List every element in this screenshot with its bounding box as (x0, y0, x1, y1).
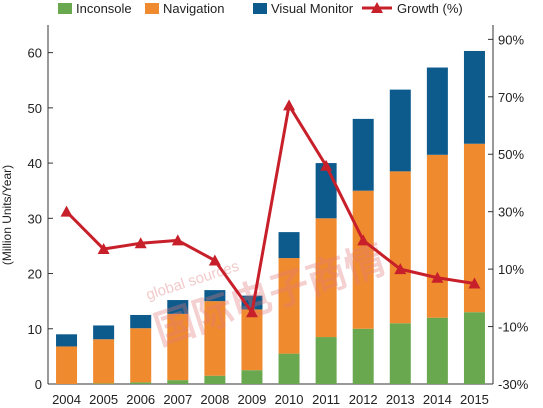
x-tick-label: 2007 (163, 392, 192, 407)
legend-swatch-visual-monitor (253, 3, 267, 14)
growth-point (283, 99, 296, 111)
bar-inconsole (204, 375, 226, 384)
growth-line-path (65, 103, 475, 314)
growth-point (431, 271, 444, 283)
bar-inconsole (463, 312, 485, 384)
legend-label: Inconsole (76, 1, 132, 16)
growth-point (245, 306, 258, 318)
legend-label: Visual Monitor (271, 1, 354, 16)
y-tick-label: 30 (28, 211, 42, 226)
legend-swatch-growth-marker (371, 2, 383, 13)
bar-navigation (426, 154, 448, 318)
bars (56, 50, 485, 384)
bar-inconsole (130, 382, 152, 384)
x-tick-label: 2006 (126, 392, 155, 407)
x-tick-label: 2011 (312, 392, 340, 407)
bar-navigation (93, 339, 115, 384)
bar-visual-monitor (389, 89, 411, 172)
x-tick-label: 2009 (237, 392, 266, 407)
bar-visual-monitor (204, 290, 226, 302)
y-tick-label: 0 (35, 377, 42, 392)
growth-point (134, 237, 147, 249)
bar-visual-monitor (278, 232, 300, 259)
bar-navigation (389, 171, 411, 324)
bar-inconsole (278, 353, 300, 384)
bar-visual-monitor (315, 163, 337, 219)
bar-inconsole (352, 328, 374, 384)
bar-navigation (278, 258, 300, 354)
bar-navigation (167, 313, 189, 381)
x-tick-label: 2015 (460, 392, 489, 407)
y2-tick-label: 30% (498, 205, 524, 220)
growth-point (208, 254, 221, 266)
growth-point (320, 159, 333, 171)
bar-navigation (130, 328, 152, 383)
legend-swatch-inconsole (58, 3, 72, 14)
growth-point (60, 205, 73, 217)
x-tick-label: 2013 (386, 392, 415, 407)
y-axis-title: (Million Units/Year) (0, 165, 14, 265)
bar-visual-monitor (426, 67, 448, 155)
x-tick-label: 2010 (275, 392, 304, 407)
y-tick-label: 20 (28, 267, 42, 282)
x-tick-label: 2012 (349, 392, 378, 407)
bar-visual-monitor (130, 314, 152, 329)
y2-tick-label: 70% (498, 90, 524, 105)
y2-tick-label: 50% (498, 147, 524, 162)
bar-inconsole (241, 370, 263, 384)
legend-label: Navigation (163, 1, 224, 16)
legend-label: Growth (%) (397, 1, 463, 16)
bar-visual-monitor (56, 334, 78, 347)
bar-navigation (315, 218, 337, 338)
bar-navigation (352, 190, 374, 329)
bar-visual-monitor (463, 50, 485, 144)
x-tick-label: 2014 (423, 392, 452, 407)
bar-inconsole (315, 337, 337, 384)
y2-tick-label: -10% (498, 320, 529, 335)
x-tick-label: 2004 (52, 392, 81, 407)
bar-visual-monitor (352, 118, 374, 191)
x-tick-label: 2008 (200, 392, 229, 407)
legend-swatch-navigation (145, 3, 159, 14)
growth-point (357, 234, 370, 246)
growth-point (394, 263, 407, 275)
bar-navigation (56, 346, 78, 384)
y2-tick-label: 90% (498, 32, 524, 47)
growth-point (468, 277, 481, 289)
growth-point (171, 234, 184, 246)
growth-line (60, 99, 481, 318)
bar-visual-monitor (93, 325, 115, 340)
axes: 0 10 20 30 40 50 60 -30% -10% 10% 30% 50% 70% 90% 2004… (28, 25, 529, 407)
bar-inconsole (93, 383, 115, 384)
bar-visual-monitor (167, 300, 189, 314)
bar-inconsole (389, 323, 411, 384)
x-tick-label: 2005 (89, 392, 118, 407)
y-tick-label: 60 (28, 46, 42, 61)
bar-navigation (241, 309, 263, 371)
y2-tick-label: 10% (498, 262, 524, 277)
growth-point (97, 243, 110, 255)
bar-navigation (463, 143, 485, 313)
bar-inconsole (167, 380, 189, 384)
y-tick-label: 40 (28, 156, 42, 171)
y2-tick-label: -30% (498, 377, 529, 392)
bar-inconsole (426, 317, 448, 384)
y-tick-label: 10 (28, 322, 42, 337)
legend: Inconsole Navigation Visual Monitor Growth … (58, 1, 463, 16)
bar-navigation (204, 301, 226, 376)
y-tick-label: 50 (28, 101, 42, 116)
